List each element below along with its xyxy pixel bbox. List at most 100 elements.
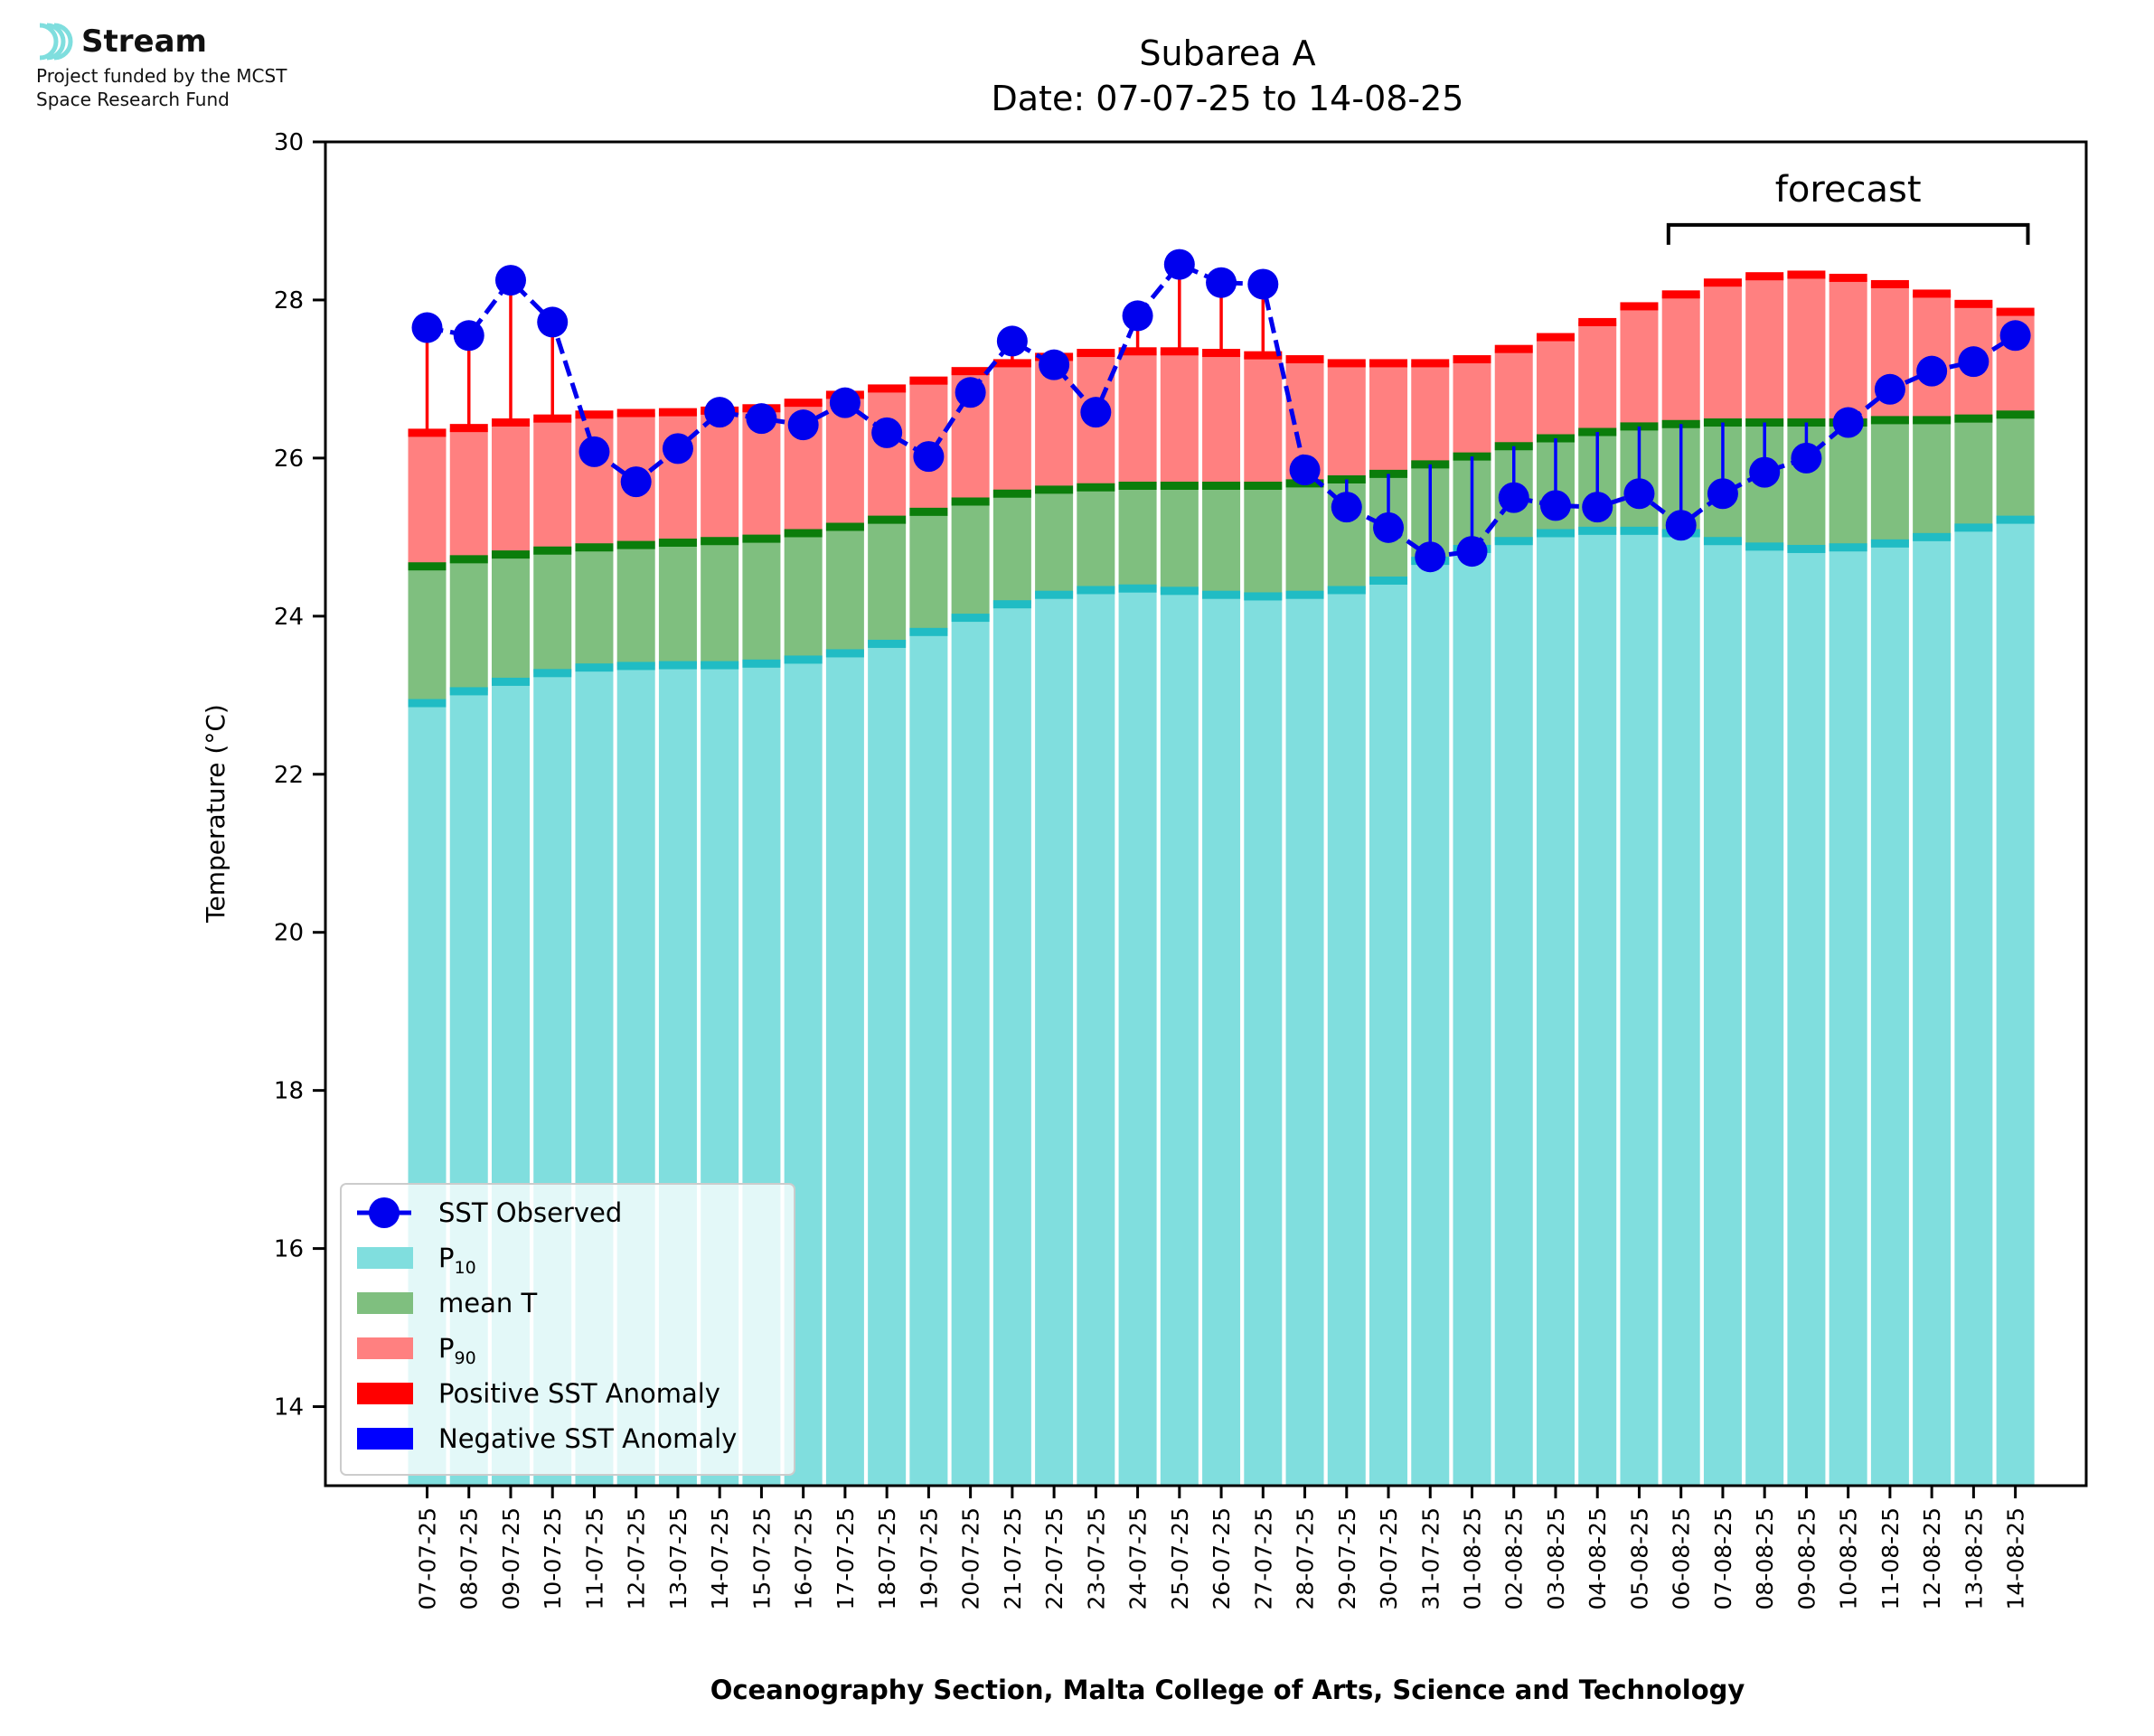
p10-bar-cap xyxy=(1829,543,1867,552)
sst-observed-point xyxy=(1122,300,1153,332)
p90-bar-cap xyxy=(658,408,697,417)
y-tick-label: 24 xyxy=(274,604,304,631)
p10-bar-cap xyxy=(784,655,823,664)
sst-observed-point xyxy=(1916,355,1948,387)
p90-bar-cap xyxy=(1870,279,1909,288)
chart-subtitle: Date: 07-07-25 to 14-08-25 xyxy=(992,79,1464,118)
p10-bar xyxy=(1870,543,1909,1486)
p10-bar-cap xyxy=(825,649,864,658)
p10-bar-cap xyxy=(992,600,1031,609)
p90-bar-cap xyxy=(1661,290,1700,299)
sst-observed-point xyxy=(787,409,819,441)
p10-bar-cap xyxy=(491,677,530,686)
p10-bar-cap xyxy=(1620,526,1659,535)
p90-bar-cap xyxy=(1285,355,1324,364)
y-tick-label: 16 xyxy=(274,1236,304,1263)
y-axis: 14 16 18 20 22 24 26 28 30 xyxy=(274,129,325,1422)
p10-bar xyxy=(1411,560,1450,1486)
mean-bar xyxy=(408,566,447,704)
x-tick-label: 26-07-25 xyxy=(1209,1507,1235,1609)
sst-observed-point xyxy=(1289,455,1321,486)
p10-bar xyxy=(1035,595,1074,1486)
sst-observed-point xyxy=(1163,249,1195,280)
mean-bar xyxy=(1118,485,1157,589)
p10-bar-cap xyxy=(951,614,990,623)
p90-bar xyxy=(1578,322,1617,433)
p90-bar-cap xyxy=(616,408,655,418)
mean-bar xyxy=(742,539,781,664)
sst-observed-point xyxy=(578,436,610,467)
mean-bar-cap xyxy=(1202,481,1241,490)
p10-bar-cap xyxy=(408,699,447,708)
mean-bar-cap xyxy=(992,489,1031,498)
legend-label: SST Observed xyxy=(438,1197,622,1228)
p90-bar-cap xyxy=(1494,344,1533,353)
legend-patch-swatch xyxy=(357,1383,413,1404)
p90-bar xyxy=(1787,274,1826,423)
p10-bar-cap xyxy=(658,661,697,670)
p10-bar xyxy=(1996,520,2035,1487)
sst-observed-point xyxy=(1791,442,1822,474)
p90-bar xyxy=(1327,362,1366,480)
sst-observed-point xyxy=(1331,492,1362,523)
x-tick-label: 16-07-25 xyxy=(791,1507,817,1609)
x-tick-label: 15-07-25 xyxy=(748,1507,775,1609)
x-tick-label: 13-08-25 xyxy=(1961,1507,1987,1609)
sst-observed-point xyxy=(913,441,945,473)
sst-observed-point xyxy=(620,466,652,498)
p10-bar-cap xyxy=(1536,529,1575,538)
legend-box xyxy=(340,1183,795,1476)
p10-bar-cap xyxy=(1118,584,1157,593)
mean-bar-cap xyxy=(408,562,447,571)
x-tick-label: 29-07-25 xyxy=(1334,1507,1360,1609)
p10-bar xyxy=(1160,590,1199,1486)
sst-observed-point xyxy=(1539,490,1571,521)
x-tick-label: 31-07-25 xyxy=(1417,1507,1444,1609)
y-tick-label: 18 xyxy=(274,1078,304,1105)
sst-observed-point xyxy=(1665,510,1697,541)
legend-entry: Negative SST Anomaly xyxy=(357,1423,737,1454)
p90-bar-cap xyxy=(1453,355,1491,364)
p90-bar xyxy=(1369,362,1408,474)
p10-bar-cap xyxy=(1244,592,1283,601)
p10-bar-cap xyxy=(1745,542,1784,551)
sst-observed-point xyxy=(1080,397,1112,428)
mean-bar-cap xyxy=(616,540,655,549)
p90-bar-cap xyxy=(1411,359,1450,368)
mean-bar xyxy=(1285,483,1324,596)
sst-observed-point xyxy=(1999,320,2031,352)
sst-observed-point xyxy=(1874,373,1905,405)
p90-bar xyxy=(449,427,488,559)
p10-bar xyxy=(1913,537,1952,1486)
x-tick-label: 13-07-25 xyxy=(665,1507,691,1609)
p10-bar-cap xyxy=(1285,590,1324,599)
p10-bar-cap xyxy=(1578,526,1617,535)
sst-observed-point xyxy=(1623,478,1655,510)
sst-observed-point xyxy=(1373,511,1405,543)
p90-bar-cap xyxy=(1369,359,1408,368)
mean-bar-cap xyxy=(784,529,823,538)
x-tick-label: 24-07-25 xyxy=(1125,1507,1152,1609)
p90-bar xyxy=(1536,337,1575,439)
x-tick-label: 08-07-25 xyxy=(456,1507,483,1609)
x-tick-label: 17-07-25 xyxy=(832,1507,859,1609)
p90-bar xyxy=(1202,352,1241,486)
mean-bar xyxy=(449,558,488,691)
p10-bar-cap xyxy=(1160,586,1199,596)
p10-bar-cap xyxy=(1494,537,1533,546)
p10-bar xyxy=(1118,588,1157,1486)
mean-bar-cap xyxy=(742,534,781,543)
plot-frame xyxy=(324,140,2088,1487)
mean-bar xyxy=(1077,487,1115,590)
p10-bar xyxy=(1661,532,1700,1486)
p90-bar xyxy=(1661,294,1700,425)
p10-bar xyxy=(1787,549,1826,1486)
p10-bar xyxy=(1077,589,1115,1486)
x-tick-label: 11-07-25 xyxy=(581,1507,607,1609)
p10-bar-cap xyxy=(1787,544,1826,553)
mean-bar xyxy=(1829,422,1867,548)
p90-bar-cap xyxy=(1620,302,1659,311)
mean-bar-cap xyxy=(1996,410,2035,419)
legend-entry: mean T xyxy=(357,1288,537,1318)
mean-bar-cap xyxy=(1244,481,1283,490)
